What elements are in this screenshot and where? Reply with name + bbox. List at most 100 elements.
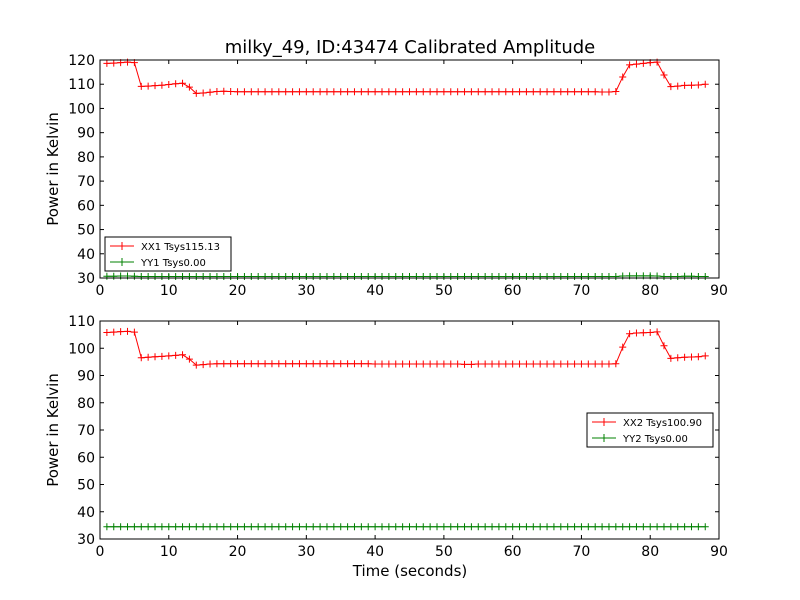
top-axes-frame [99, 59, 720, 279]
data-point-yy2 [509, 523, 517, 531]
data-point-yy2 [687, 523, 695, 531]
data-point-xx1 [577, 88, 585, 96]
data-point-yy2 [247, 523, 255, 531]
data-point-yy2 [571, 523, 579, 531]
data-point-yy2 [660, 523, 668, 531]
data-point-yy2 [426, 523, 434, 531]
data-point-yy1 [660, 273, 668, 281]
bottom-ticks: 0 10 20 30 40 50 60 70 80 90 30 40 50 60 70 80 90 100 110 [68, 314, 728, 560]
data-point-yy2 [371, 523, 379, 531]
data-point-xx2 [309, 360, 317, 368]
data-point-yy2 [681, 523, 689, 531]
bottom-x-tick-label: 60 [504, 544, 522, 560]
data-point-yy1 [694, 273, 702, 281]
data-point-xx2 [454, 360, 462, 368]
data-point-yy2 [564, 523, 572, 531]
data-point-xx2 [158, 352, 166, 360]
top-y-tick-label: 50 [77, 223, 95, 239]
data-point-yy1 [323, 273, 331, 281]
data-point-yy1 [392, 273, 400, 281]
data-point-yy1 [268, 273, 276, 281]
data-point-xx2 [694, 353, 702, 361]
data-point-yy1 [495, 273, 503, 281]
data-point-xx2 [522, 360, 530, 368]
data-point-xx1 [619, 73, 627, 81]
data-point-xx2 [330, 360, 338, 368]
data-point-xx2 [213, 360, 221, 368]
data-point-yy2 [474, 523, 482, 531]
data-point-xx2 [529, 360, 537, 368]
data-point-yy2 [130, 523, 138, 531]
data-point-xx1 [378, 88, 386, 96]
data-point-yy2 [172, 523, 180, 531]
data-point-xx2 [261, 360, 269, 368]
data-point-yy1 [137, 273, 145, 281]
data-point-xx1 [626, 61, 634, 69]
data-point-yy1 [350, 273, 358, 281]
data-point-xx1 [344, 88, 352, 96]
data-point-yy1 [681, 272, 689, 280]
top-x-tick-label: 50 [435, 283, 453, 299]
data-point-yy1 [522, 273, 530, 281]
data-point-xx1 [571, 88, 579, 96]
top-x-tick-label: 0 [96, 283, 105, 299]
top-x-tick-label: 30 [297, 283, 315, 299]
data-point-yy2 [227, 523, 235, 531]
bottom-legend-box [586, 412, 714, 448]
data-point-xx2 [392, 360, 400, 368]
data-point-xx2 [337, 360, 345, 368]
bottom-axes-frame [99, 320, 720, 540]
data-point-xx1 [419, 88, 427, 96]
data-point-yy2 [357, 523, 365, 531]
top-legend-box [104, 236, 232, 272]
data-point-yy2 [694, 523, 702, 531]
data-point-yy1 [529, 273, 537, 281]
data-point-xx2 [550, 360, 558, 368]
data-point-xx1 [495, 88, 503, 96]
data-point-yy1 [509, 273, 517, 281]
data-point-xx2 [639, 329, 647, 337]
top-y-tick-label: 120 [68, 53, 95, 69]
data-point-yy2 [543, 523, 551, 531]
data-point-yy2 [632, 523, 640, 531]
data-point-xx2 [701, 352, 709, 360]
data-point-xx2 [165, 352, 173, 360]
top-y-tick-label: 60 [77, 198, 95, 214]
data-point-yy1 [605, 273, 613, 281]
data-point-xx2 [516, 360, 524, 368]
data-point-yy1 [481, 273, 489, 281]
data-point-yy1 [577, 273, 585, 281]
data-point-yy1 [467, 273, 475, 281]
top-x-tick-label: 70 [573, 283, 591, 299]
data-point-xx1 [488, 88, 496, 96]
data-point-yy1 [234, 273, 242, 281]
data-point-yy1 [385, 273, 393, 281]
data-point-xx2 [406, 360, 413, 368]
data-point-yy1 [419, 273, 427, 281]
data-point-yy1 [557, 273, 565, 281]
data-point-yy2 [268, 523, 276, 531]
top-x-tick-label: 20 [229, 283, 247, 299]
bottom-x-tick-label: 20 [229, 544, 247, 560]
data-point-xx2 [653, 328, 661, 336]
data-point-xx1 [612, 87, 620, 95]
data-point-yy1 [591, 273, 599, 281]
data-point-yy2 [185, 523, 193, 531]
data-point-yy2 [488, 523, 496, 531]
top-plot-panel: milky_49, ID:43474 Calibrated Amplitude … [44, 37, 728, 299]
data-point-xx1 [550, 88, 558, 96]
data-point-yy1 [289, 273, 297, 281]
data-point-xx2 [110, 328, 118, 336]
data-point-xx1 [364, 88, 372, 96]
data-point-yy1 [213, 273, 221, 281]
data-point-yy2 [653, 523, 661, 531]
data-point-yy2 [516, 523, 524, 531]
top-y-tick-label: 110 [68, 77, 95, 93]
data-point-yy1 [454, 273, 462, 281]
data-point-xx2 [240, 360, 248, 368]
data-point-xx2 [564, 360, 572, 368]
data-point-yy1 [426, 273, 434, 281]
data-point-yy1 [364, 273, 372, 281]
data-point-xx2 [117, 328, 125, 336]
data-point-xx2 [509, 360, 517, 368]
